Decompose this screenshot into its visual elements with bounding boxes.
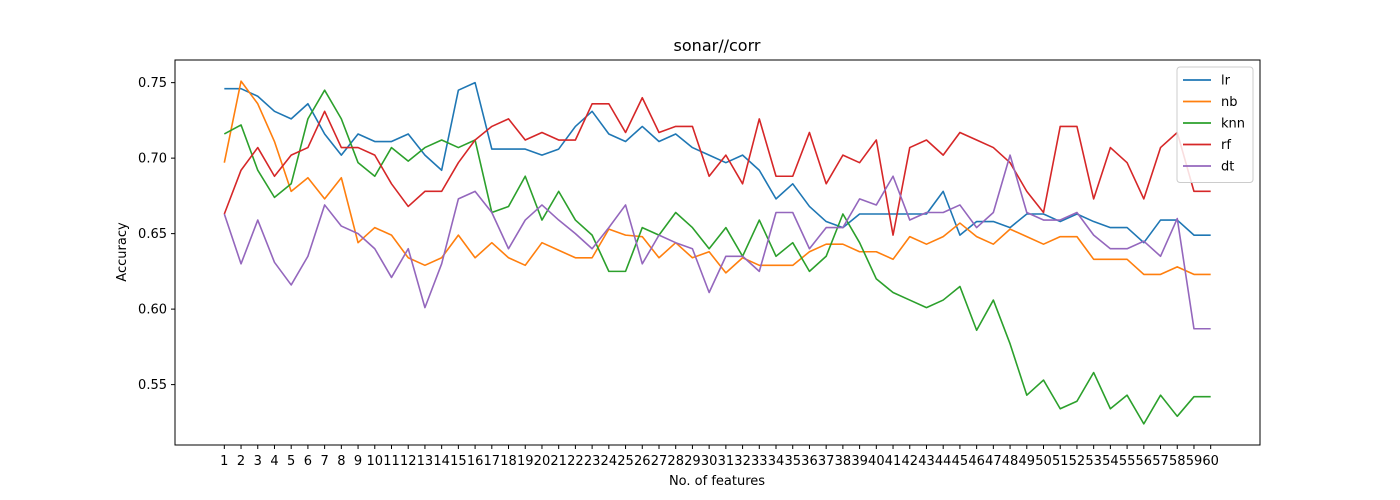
x-tick-label: 48	[1002, 454, 1019, 469]
x-tick-label: 22	[567, 454, 584, 469]
x-tick-label: 40	[868, 454, 885, 469]
x-tick-label: 4	[270, 454, 278, 469]
x-tick-label: 60	[1202, 454, 1219, 469]
x-tick-label: 1	[220, 454, 228, 469]
x-tick-label: 21	[550, 454, 567, 469]
legend-box	[1176, 66, 1254, 183]
x-tick-label: 24	[601, 454, 618, 469]
y-axis-label: Accuracy	[115, 222, 130, 282]
x-tick-label: 54	[1102, 454, 1119, 469]
x-tick-label: 19	[517, 454, 534, 469]
x-tick-label: 44	[935, 454, 952, 469]
x-tick-label: 38	[835, 454, 852, 469]
x-tick-label: 36	[801, 454, 818, 469]
y-tick-label: 0.75	[138, 76, 167, 91]
x-tick-label: 32	[734, 454, 751, 469]
x-tick-label: 53	[1085, 454, 1102, 469]
x-tick-label: 50	[1035, 454, 1052, 469]
x-tick-label: 17	[484, 454, 501, 469]
x-tick-label: 49	[1019, 454, 1036, 469]
x-tick-label: 58	[1169, 454, 1186, 469]
x-axis-label: No. of features	[669, 474, 765, 489]
chart-title: sonar//corr	[674, 36, 761, 55]
x-tick-label: 47	[985, 454, 1002, 469]
x-tick-label: 30	[701, 454, 718, 469]
x-tick-label: 37	[818, 454, 835, 469]
x-tick-label: 12	[400, 454, 417, 469]
series-line-knn	[223, 89, 1211, 425]
x-tick-label: 56	[1136, 454, 1153, 469]
x-tick-label: 51	[1052, 454, 1069, 469]
x-tick-label: 43	[918, 454, 935, 469]
x-tick-label: 25	[617, 454, 634, 469]
x-tick-label: 52	[1069, 454, 1086, 469]
x-tick-label: 18	[500, 454, 517, 469]
x-tick-label: 41	[885, 454, 902, 469]
x-tick-label: 15	[450, 454, 467, 469]
series-line-rf	[223, 96, 1211, 236]
x-tick-label: 20	[534, 454, 551, 469]
x-tick-label: 26	[634, 454, 651, 469]
legend-label-dt: dt	[1221, 160, 1234, 175]
series-line-dt	[223, 154, 1211, 330]
x-tick-label: 3	[254, 454, 262, 469]
legend-label-nb: nb	[1221, 95, 1238, 110]
x-tick-label: 23	[584, 454, 601, 469]
x-tick-label: 28	[667, 454, 684, 469]
x-tick-label: 27	[651, 454, 668, 469]
plot-area	[223, 80, 1211, 425]
x-tick-label: 9	[354, 454, 362, 469]
series-line-lr	[224, 81, 1211, 244]
x-tick-label: 42	[901, 454, 918, 469]
x-tick-label: 14	[433, 454, 450, 469]
legend-label-knn: knn	[1221, 117, 1245, 132]
x-tick-label: 39	[851, 454, 868, 469]
x-tick-label: 5	[287, 454, 295, 469]
x-tick-label: 8	[337, 454, 345, 469]
legend-label-lr: lr	[1221, 74, 1231, 89]
x-axis: 1 2 3 4 5 6 7 8 9 10 11 12 13 14 15 16 17 18 19 20 21 22 23 24 2…	[220, 445, 1219, 469]
x-tick-label: 31	[718, 454, 735, 469]
x-tick-label: 34	[768, 454, 785, 469]
legend-label-rf: rf	[1221, 138, 1231, 153]
x-tick-label: 7	[320, 454, 328, 469]
y-tick-label: 0.65	[138, 227, 167, 242]
x-tick-label: 45	[952, 454, 969, 469]
x-tick-label: 46	[968, 454, 985, 469]
y-tick-label: 0.55	[138, 378, 167, 393]
x-tick-label: 55	[1119, 454, 1136, 469]
x-tick-label: 33	[751, 454, 768, 469]
x-tick-label: 59	[1186, 454, 1203, 469]
x-tick-label: 6	[304, 454, 312, 469]
x-tick-label: 35	[784, 454, 801, 469]
y-axis: 0.55 0.60 0.65 0.70 0.75	[138, 76, 175, 393]
series-line-nb	[223, 80, 1211, 276]
y-tick-label: 0.70	[138, 152, 167, 167]
x-tick-label: 29	[684, 454, 701, 469]
plot-frame	[174, 59, 1261, 446]
x-tick-label: 57	[1152, 454, 1169, 469]
x-tick-label: 10	[367, 454, 384, 469]
x-tick-label: 16	[467, 454, 484, 469]
legend: lr nb knn rf dt	[1176, 66, 1254, 183]
x-tick-label: 11	[383, 454, 400, 469]
y-tick-label: 0.60	[138, 303, 167, 318]
x-tick-label: 2	[237, 454, 245, 469]
x-tick-label: 13	[417, 454, 434, 469]
